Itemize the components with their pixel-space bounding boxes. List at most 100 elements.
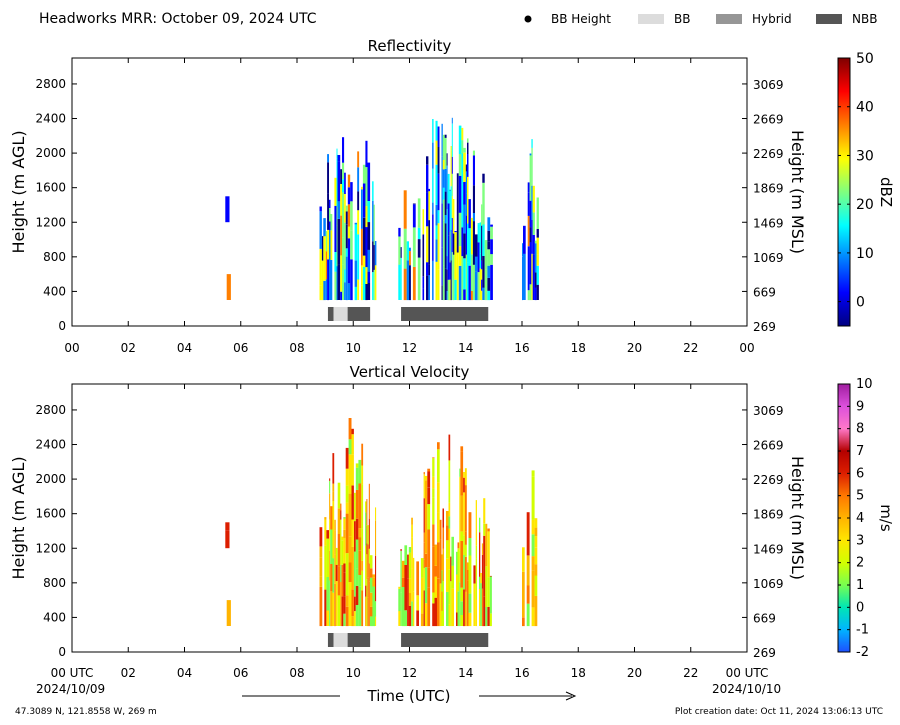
echo-column <box>358 528 362 537</box>
echo-column <box>531 220 533 254</box>
echo-column <box>337 155 341 162</box>
echo-column <box>485 523 488 567</box>
x-tick-label: 10 <box>346 666 361 680</box>
echo-column <box>452 199 455 234</box>
echo-column <box>485 607 488 627</box>
echo-column <box>446 511 449 526</box>
y-tick-label: 2800 <box>35 403 66 417</box>
echo-column <box>481 225 483 261</box>
echo-column <box>437 442 440 450</box>
echo-column <box>531 519 535 535</box>
echo-column <box>344 172 346 194</box>
echo-column <box>345 211 348 225</box>
echo-column <box>442 265 445 301</box>
echo-column <box>450 556 452 582</box>
echo-column <box>324 519 327 546</box>
colorbar-tick-label: 30 <box>856 148 874 164</box>
x-tick-label: 04 <box>177 666 192 680</box>
echo-column <box>441 591 443 611</box>
echo-column <box>350 201 353 231</box>
x-tick-label: 12 <box>402 341 417 355</box>
echo-column <box>437 269 440 300</box>
echo-column <box>350 259 353 301</box>
echo-column <box>332 453 335 484</box>
echo-column <box>446 540 449 559</box>
y-tick-label-right: 2669 <box>753 113 784 127</box>
echo-column <box>343 517 346 519</box>
echo-column <box>344 194 346 223</box>
legend-label-hybrid: Hybrid <box>752 12 792 26</box>
y-tick-label-right: 269 <box>753 320 776 334</box>
echo-column <box>442 169 445 188</box>
echo-column <box>372 586 375 627</box>
echo-column <box>420 558 424 578</box>
echo-column <box>444 223 447 269</box>
echo-column <box>319 527 323 547</box>
echo-column <box>463 204 466 234</box>
echo-column <box>456 612 458 626</box>
echo-column <box>522 547 525 572</box>
echo-column <box>329 519 331 551</box>
x-tick-label: 08 <box>289 666 304 680</box>
echo-column <box>408 605 412 627</box>
echo-column <box>432 476 435 489</box>
echo-column <box>329 221 331 231</box>
echo-column <box>432 524 435 547</box>
echo-column <box>490 226 493 240</box>
echo-column <box>340 169 342 184</box>
echo-column <box>482 173 485 183</box>
bb-type-segment-bb <box>333 307 348 321</box>
echo-column <box>354 286 358 301</box>
echo-column <box>373 204 375 246</box>
colorbar-tick-label: 10 <box>856 377 873 392</box>
echo-column <box>422 276 425 289</box>
echo-column <box>412 557 415 592</box>
figure-title: Headworks MRR: October 09, 2024 UTC <box>39 11 317 27</box>
echo-column <box>451 173 453 197</box>
echo-column <box>482 256 485 288</box>
echo-column <box>417 198 421 228</box>
echo-column <box>357 279 360 300</box>
echo-column <box>460 531 464 541</box>
echo-column <box>403 190 407 229</box>
echo-column <box>529 200 532 227</box>
echo-column <box>439 583 442 627</box>
echo-column <box>534 240 537 244</box>
echo-column <box>444 137 447 169</box>
echo-column <box>489 575 492 577</box>
echo-column <box>374 265 377 301</box>
echo-column <box>329 276 331 300</box>
echo-column <box>428 188 430 192</box>
echo-column <box>487 577 490 607</box>
x-tick-label: 06 <box>233 341 248 355</box>
echo-column <box>432 458 435 477</box>
echo-column <box>365 167 368 207</box>
echo-column <box>336 206 338 226</box>
echo-column <box>467 223 469 263</box>
echo-column <box>475 545 477 559</box>
echo-column <box>487 241 491 250</box>
echo-column <box>480 583 482 626</box>
echo-column <box>319 557 323 577</box>
echo-column <box>319 285 322 301</box>
colorbar-tick-label: 3 <box>856 533 864 548</box>
colorbar-tick-label: 8 <box>856 422 864 437</box>
echo-column <box>441 123 443 140</box>
echo-column <box>467 176 469 224</box>
echo-column <box>523 253 526 300</box>
echo-column <box>448 434 451 461</box>
echo-column <box>446 153 448 166</box>
echo-column <box>345 502 349 514</box>
echo-column <box>319 211 322 249</box>
y-tick-label: 0 <box>58 319 66 333</box>
echo-column <box>427 567 431 588</box>
echo-column <box>529 284 532 301</box>
legend: BB Height BB Hybrid NBB <box>524 12 877 26</box>
echo-column <box>427 468 431 472</box>
echo-column <box>531 534 535 557</box>
echo-column <box>343 572 346 597</box>
echo-column <box>468 538 472 556</box>
echo-column <box>526 603 530 627</box>
echo-column <box>437 223 440 270</box>
colorbar-tick-label: -2 <box>856 645 869 660</box>
